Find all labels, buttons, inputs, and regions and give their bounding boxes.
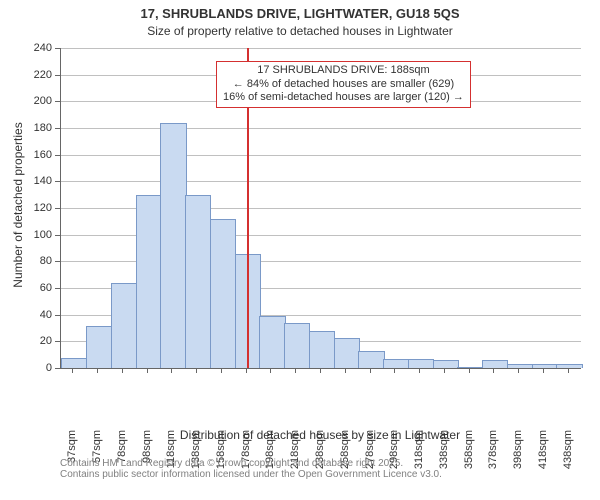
y-axis-label: Number of detached properties bbox=[11, 45, 25, 365]
x-tick bbox=[196, 368, 197, 373]
x-tick bbox=[171, 368, 172, 373]
y-tick bbox=[55, 288, 60, 289]
x-tick bbox=[221, 368, 222, 373]
x-tick bbox=[394, 368, 395, 373]
bar bbox=[457, 367, 483, 368]
bar bbox=[482, 360, 508, 368]
bar bbox=[61, 358, 87, 368]
bar bbox=[210, 219, 236, 368]
grid-line bbox=[61, 181, 581, 182]
histogram-chart: 17, SHRUBLANDS DRIVE, LIGHTWATER, GU18 5… bbox=[0, 0, 600, 500]
y-tick-label: 220 bbox=[0, 69, 52, 81]
bar bbox=[334, 338, 360, 368]
y-tick-label: 40 bbox=[0, 309, 52, 321]
bar bbox=[259, 316, 285, 368]
y-tick bbox=[55, 48, 60, 49]
y-tick-label: 180 bbox=[0, 122, 52, 134]
y-tick-label: 200 bbox=[0, 95, 52, 107]
bar bbox=[556, 364, 582, 368]
y-tick-label: 240 bbox=[0, 42, 52, 54]
bar bbox=[433, 360, 459, 368]
x-tick bbox=[246, 368, 247, 373]
bar bbox=[507, 364, 533, 368]
y-tick-label: 80 bbox=[0, 255, 52, 267]
y-tick bbox=[55, 261, 60, 262]
y-tick-label: 120 bbox=[0, 202, 52, 214]
x-tick bbox=[320, 368, 321, 373]
bar bbox=[86, 326, 112, 368]
x-tick bbox=[493, 368, 494, 373]
bar bbox=[309, 331, 335, 368]
x-tick bbox=[147, 368, 148, 373]
y-tick bbox=[55, 181, 60, 182]
y-tick-label: 140 bbox=[0, 175, 52, 187]
annotation-box: 17 SHRUBLANDS DRIVE: 188sqm← 84% of deta… bbox=[216, 61, 471, 108]
chart-subtitle: Size of property relative to detached ho… bbox=[0, 24, 600, 38]
x-axis-label: Distribution of detached houses by size … bbox=[60, 428, 580, 442]
bar bbox=[185, 195, 211, 368]
x-tick bbox=[518, 368, 519, 373]
chart-title: 17, SHRUBLANDS DRIVE, LIGHTWATER, GU18 5… bbox=[0, 6, 600, 21]
x-tick bbox=[444, 368, 445, 373]
bar bbox=[284, 323, 310, 368]
y-tick bbox=[55, 101, 60, 102]
x-tick bbox=[469, 368, 470, 373]
x-tick bbox=[72, 368, 73, 373]
x-tick bbox=[370, 368, 371, 373]
x-tick bbox=[543, 368, 544, 373]
y-tick bbox=[55, 128, 60, 129]
annotation-line: ← 84% of detached houses are smaller (62… bbox=[223, 78, 464, 92]
y-tick-label: 100 bbox=[0, 229, 52, 241]
bar bbox=[532, 364, 558, 368]
annotation-line: 16% of semi-detached houses are larger (… bbox=[223, 91, 464, 105]
bar bbox=[358, 351, 384, 368]
x-tick bbox=[419, 368, 420, 373]
bar bbox=[160, 123, 186, 368]
y-tick-label: 160 bbox=[0, 149, 52, 161]
y-tick bbox=[55, 75, 60, 76]
x-tick bbox=[122, 368, 123, 373]
y-tick bbox=[55, 235, 60, 236]
bar bbox=[136, 195, 162, 368]
x-tick bbox=[568, 368, 569, 373]
x-tick bbox=[295, 368, 296, 373]
grid-line bbox=[61, 155, 581, 156]
grid-line bbox=[61, 128, 581, 129]
x-tick bbox=[97, 368, 98, 373]
y-tick bbox=[55, 341, 60, 342]
bar bbox=[111, 283, 137, 368]
x-tick bbox=[270, 368, 271, 373]
y-tick-label: 60 bbox=[0, 282, 52, 294]
bar bbox=[383, 359, 409, 368]
grid-line bbox=[61, 48, 581, 49]
footer-text: Contains HM Land Registry data © Crown c… bbox=[60, 458, 442, 480]
y-tick-label: 20 bbox=[0, 335, 52, 347]
y-tick bbox=[55, 208, 60, 209]
y-tick-label: 0 bbox=[0, 362, 52, 374]
bar bbox=[408, 359, 434, 368]
y-tick bbox=[55, 368, 60, 369]
annotation-line: 17 SHRUBLANDS DRIVE: 188sqm bbox=[223, 64, 464, 78]
y-tick bbox=[55, 155, 60, 156]
x-tick bbox=[345, 368, 346, 373]
y-tick bbox=[55, 315, 60, 316]
